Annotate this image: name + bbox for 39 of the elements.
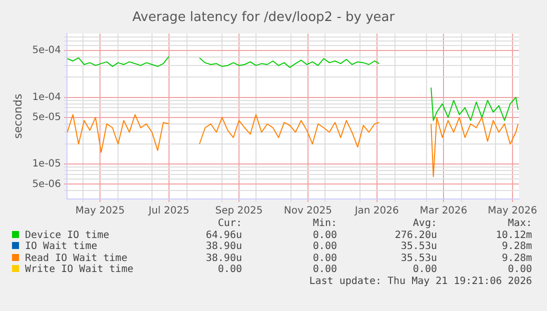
x-tick-label: May 2025 (75, 206, 125, 217)
y-axis-title: seconds (11, 94, 24, 139)
text: 38.90u (204, 252, 242, 264)
text: 9.28m (500, 241, 532, 252)
text: Cur: (216, 218, 242, 230)
text: 0.00 (312, 264, 337, 276)
y-tick-label: 5e-06 (32, 178, 62, 190)
text: 0.00 (312, 230, 337, 241)
text: 64.96u (204, 230, 242, 241)
x-tick-label: May 2026 (488, 206, 538, 217)
text: Avg: (412, 218, 437, 230)
y-tick-label: 1e-05 (32, 158, 62, 170)
chart-title: Average latency for /dev/loop2 - by year (132, 10, 396, 26)
x-tick-label: Mar 2026 (420, 206, 468, 217)
x-tick-label: Sep 2025 (215, 206, 263, 217)
x-tick-label: Jan 2026 (354, 206, 399, 217)
y-tick-label: 5e-05 (32, 112, 62, 124)
text: 276.20u (394, 230, 437, 241)
text: 35.53u (400, 252, 437, 264)
text: 0.00 (412, 264, 437, 276)
text: 0.00 (216, 264, 242, 276)
text: 35.53u (400, 241, 437, 252)
legend-label: Write IO Wait time (24, 264, 134, 276)
text: Min: (312, 218, 337, 230)
x-tick-label: Nov 2025 (284, 206, 332, 217)
text: 10.12m (494, 230, 532, 241)
y-tick-label: 5e-04 (32, 45, 62, 56)
text: 0.00 (312, 241, 337, 252)
text: 38.90u (204, 241, 242, 252)
legend-label: Device IO time (24, 230, 110, 241)
legend-label: IO Wait time (24, 241, 98, 252)
y-tick-label: 1e-04 (32, 92, 62, 103)
text: Max: (506, 218, 532, 230)
legend-label: Read IO Wait time (24, 252, 128, 264)
text: 9.28m (500, 252, 532, 264)
text: Last update: Thu May 21 19:21:06 2026 (308, 276, 532, 287)
text: 0.00 (312, 252, 337, 264)
text: 0.00 (506, 264, 532, 276)
x-tick-label: Jul 2025 (148, 206, 190, 217)
